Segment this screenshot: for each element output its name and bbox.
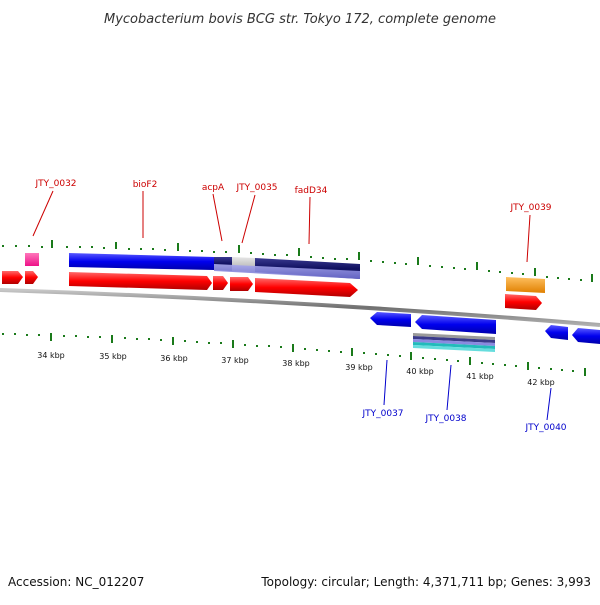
forward-features-row1 xyxy=(25,253,545,293)
forward-arrow-7[interactable] xyxy=(505,294,542,310)
leader-line-jty-0032 xyxy=(32,190,54,237)
tick-label-41kbp: 41 kbp xyxy=(466,372,494,381)
forward-arrow-2[interactable] xyxy=(25,271,38,284)
reverse-arrow-jty-0037[interactable] xyxy=(370,312,411,327)
label-fadD34[interactable]: fadD34 xyxy=(295,186,328,196)
tick-label-40kbp: 40 kbp xyxy=(406,367,434,376)
label-acpA[interactable]: acpA xyxy=(202,183,225,193)
gene-bioF2-bar[interactable] xyxy=(69,253,214,270)
tick-label-36kbp: 36 kbp xyxy=(160,354,188,363)
reverse-arrow-jty-0038[interactable] xyxy=(415,315,496,334)
tick-label-39kbp: 39 kbp xyxy=(345,363,373,372)
forward-arrow-1[interactable] xyxy=(2,271,23,284)
tick-label-42kbp: 42 kbp xyxy=(527,378,555,387)
axis-tick-labels: 34 kbp 35 kbp 36 kbp 37 kbp 38 kbp 39 kb… xyxy=(37,351,555,387)
leader-line-jty-0038 xyxy=(446,364,452,411)
forward-cds-row xyxy=(2,271,542,310)
leader-line-jty-0039 xyxy=(526,214,531,263)
tick-label-35kbp: 35 kbp xyxy=(99,352,127,361)
forward-arrow-4[interactable] xyxy=(213,276,228,290)
top-gene-labels: JTY_0032 bioF2 acpA JTY_0035 fadD34 JTY_… xyxy=(32,179,552,263)
tick-label-37kbp: 37 kbp xyxy=(221,356,249,365)
label-jty-0037[interactable]: JTY_0037 xyxy=(361,409,403,419)
reverse-arrow-jty-0040-a[interactable] xyxy=(545,325,568,340)
tick-label-34kbp: 34 kbp xyxy=(37,351,65,360)
bottom-gene-labels: JTY_0037 JTY_0038 JTY_0040 xyxy=(361,359,567,433)
gene-jty-0032-feature[interactable] xyxy=(25,253,39,266)
label-jty-0035[interactable]: JTY_0035 xyxy=(235,183,277,193)
gene-fadD34-bar-lower xyxy=(214,264,360,279)
leader-line-acpA xyxy=(212,193,223,242)
leader-line-jty-0040 xyxy=(546,387,552,421)
genome-backbone xyxy=(0,288,600,327)
label-jty-0040[interactable]: JTY_0040 xyxy=(524,423,566,433)
label-bioF2[interactable]: bioF2 xyxy=(133,180,158,190)
forward-arrow-3[interactable] xyxy=(69,272,212,290)
leader-line-fadD34 xyxy=(308,196,311,245)
reverse-cds-row xyxy=(370,312,600,344)
label-jty-0039[interactable]: JTY_0039 xyxy=(509,203,551,213)
leader-line-jty-0037 xyxy=(383,359,388,406)
label-jty-0038[interactable]: JTY_0038 xyxy=(424,414,466,424)
tick-label-38kbp: 38 kbp xyxy=(282,359,310,368)
outer-tick-track xyxy=(2,240,593,282)
reverse-arrow-jty-0040-b[interactable] xyxy=(572,328,600,344)
inner-tick-track xyxy=(2,333,586,376)
genome-summary-text: Topology: circular; Length: 4,371,711 bp… xyxy=(260,575,591,589)
forward-arrow-6[interactable] xyxy=(255,278,358,297)
forward-arrow-5[interactable] xyxy=(230,277,253,291)
genome-title: Mycobacterium bovis BCG str. Tokyo 172, … xyxy=(104,12,496,27)
leader-line-jty-0035 xyxy=(241,194,256,244)
gene-jty-0039-feature[interactable] xyxy=(506,277,545,293)
reverse-feature-jty-0038-stripes[interactable] xyxy=(413,333,495,352)
accession-text: Accession: NC_012207 xyxy=(8,575,144,589)
label-jty-0032[interactable]: JTY_0032 xyxy=(34,179,76,189)
